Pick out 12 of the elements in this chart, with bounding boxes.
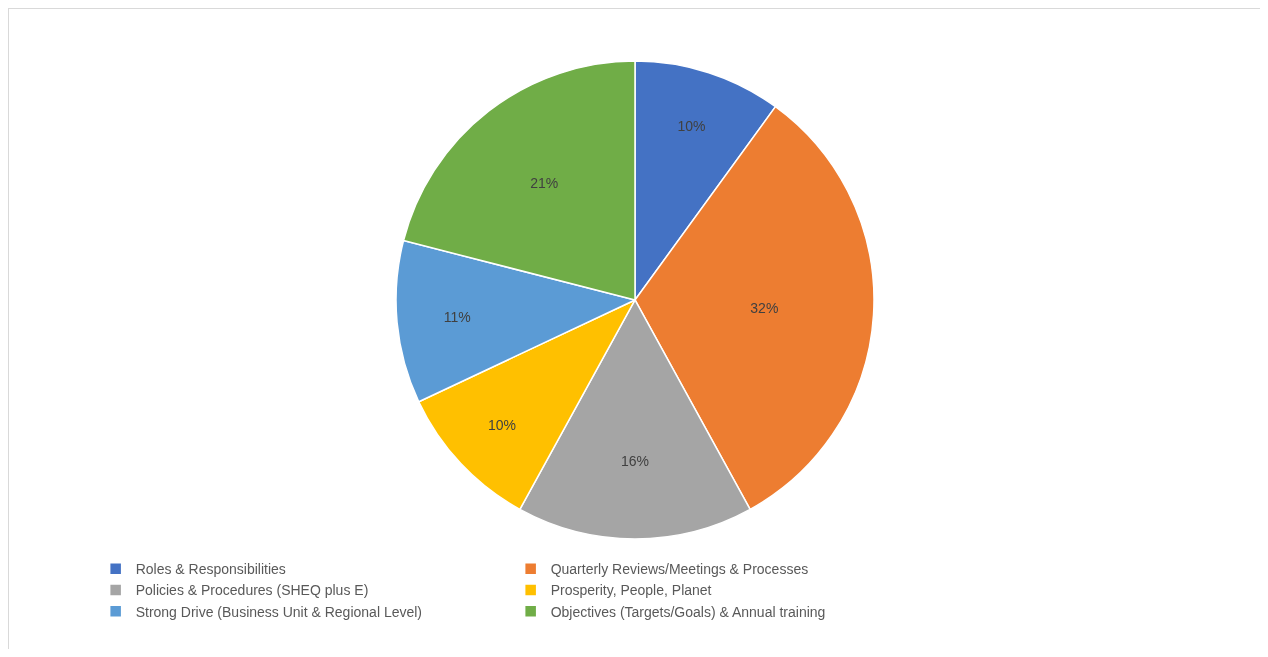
data-label: 21% [530,174,559,191]
legend-label: Policies & Procedures (SHEQ plus E) [135,582,369,599]
legend-label: Strong Drive (Business Unit & Regional Level) [135,603,423,620]
legend-label: Roles & Responsibilities [135,561,286,578]
legend-label: Prosperity, People, Planet [550,582,712,599]
data-label: 10% [487,416,516,433]
legend-label: Quarterly Reviews/Meetings & Processes [550,561,809,578]
data-label: 16% [620,453,650,470]
data-label: 32% [750,300,779,317]
data-label: 10% [677,118,706,135]
legend-label: Objectives (Targets/Goals) & Annual training [550,603,826,620]
data-label: 11% [443,308,471,325]
